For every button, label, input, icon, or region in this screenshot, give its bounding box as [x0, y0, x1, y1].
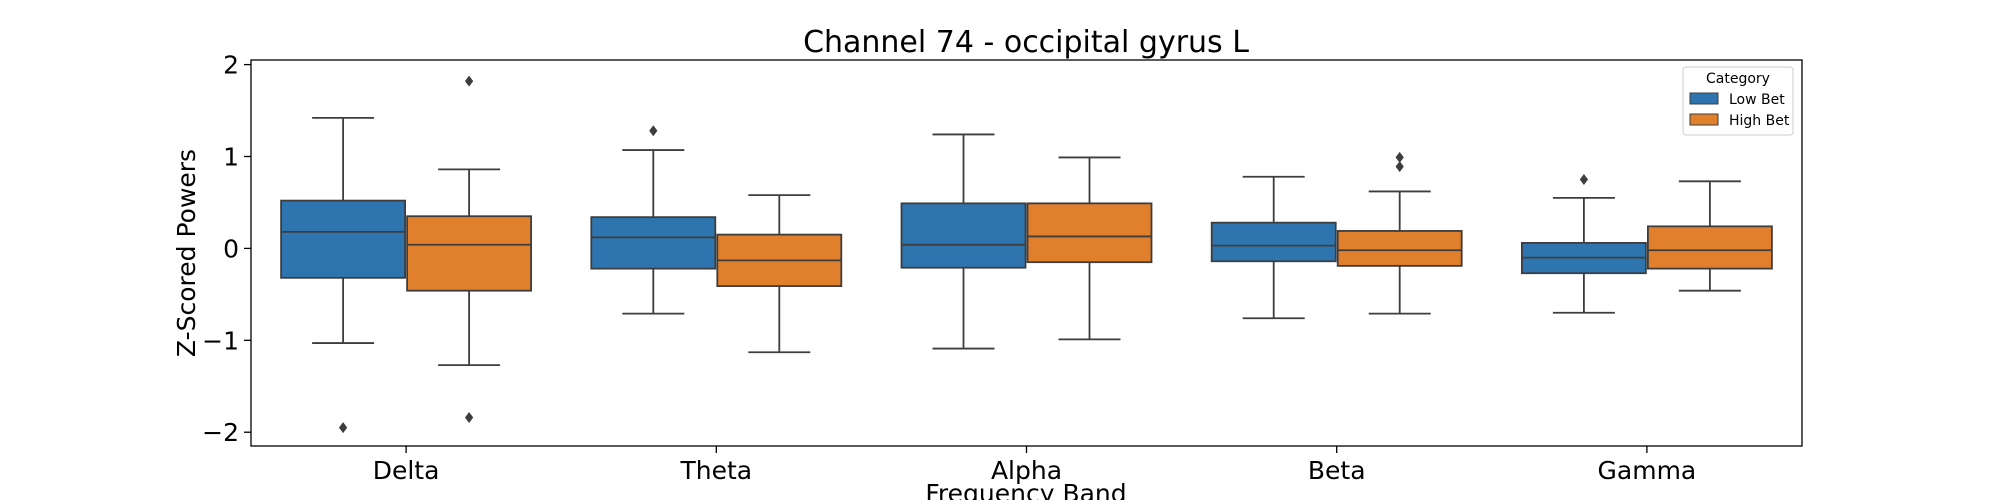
y-axis-label: Z-Scored Powers	[172, 149, 201, 357]
box-high-bet	[716, 194, 843, 354]
box-low-bet	[280, 117, 407, 434]
x-tick-label: Alpha	[991, 456, 1062, 485]
box-iqr	[406, 215, 533, 292]
legend-swatch-low-bet	[1689, 92, 1719, 105]
box-iqr	[1336, 230, 1463, 267]
outlier-point	[1395, 151, 1404, 163]
plot-area	[280, 75, 1773, 434]
outlier-point	[464, 75, 474, 87]
legend: Category Low Bet High Bet	[1682, 66, 1794, 136]
box-iqr	[1210, 221, 1337, 263]
x-axis-label: Frequency Band	[925, 479, 1126, 500]
legend-label-high-bet: High Bet	[1729, 113, 1790, 129]
legend-label-low-bet: Low Bet	[1729, 92, 1785, 108]
box-iqr	[900, 202, 1027, 269]
y-tick-label: 1	[223, 143, 239, 172]
y-tick-label: 2	[223, 51, 239, 80]
box-high-bet	[1647, 180, 1773, 292]
outlier-point	[649, 125, 658, 137]
box-iqr	[1647, 225, 1773, 270]
x-tick-label: Beta	[1308, 456, 1366, 485]
box-iqr	[1026, 202, 1153, 264]
box-iqr	[590, 216, 717, 270]
box-iqr	[280, 199, 407, 279]
box-low-bet	[1521, 173, 1647, 314]
outlier-point	[1395, 161, 1404, 173]
chart-title: Channel 74 - occipital gyrus L	[803, 25, 1249, 60]
y-tick-label: −2	[202, 418, 239, 447]
x-tick-label: Theta	[679, 456, 752, 485]
y-axis: 2 1 0 −1 −2	[202, 51, 251, 447]
box-high-bet	[1026, 156, 1153, 341]
outlier-point	[464, 412, 474, 424]
box-low-bet	[900, 133, 1027, 350]
outlier-point	[338, 422, 348, 434]
box-high-bet	[406, 75, 533, 424]
x-axis: Delta Theta Alpha Beta Gamma	[373, 446, 1697, 485]
x-tick-label: Delta	[373, 456, 440, 485]
y-tick-label: −1	[202, 326, 239, 355]
box-low-bet	[1210, 175, 1337, 320]
outlier-point	[1579, 173, 1589, 185]
x-tick-label: Gamma	[1598, 456, 1697, 485]
box-high-bet	[1336, 151, 1463, 315]
y-tick-label: 0	[223, 234, 239, 263]
box-low-bet	[590, 125, 717, 315]
legend-swatch-high-bet	[1689, 113, 1719, 126]
legend-title: Category	[1706, 71, 1770, 87]
